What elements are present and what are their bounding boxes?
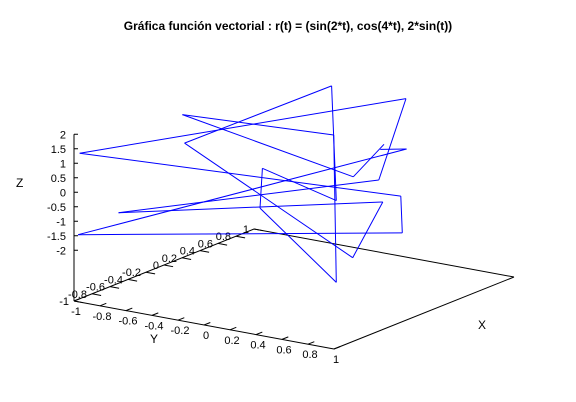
x-tick-mark [177,317,185,321]
z-tick-label: 0 [60,187,66,199]
x-tick-label: 1 [333,354,339,366]
y-tick-mark [73,300,84,304]
y-tick-label: 0.8 [216,231,231,243]
z-tick-label: -0.5 [47,202,66,214]
y-tick-label: 0.2 [162,253,177,265]
y-tick-mark [109,286,120,289]
x-axis-label: X [478,318,486,332]
curve-segment [184,142,353,259]
y-tick-label: -0.2 [122,267,141,279]
y-tick-mark [199,250,210,253]
x-tick-label: -0.4 [145,320,164,332]
curve-segment [262,167,337,202]
y-tick-mark [145,271,156,275]
base-plane-back-edges [73,228,515,302]
curve-segment [118,179,379,214]
x-tick-label: -0.8 [93,311,112,323]
curve-segment [118,201,383,214]
y-tick-label: -0.6 [86,282,105,294]
z-tick-label: -1.5 [47,231,66,243]
y-tick-mark [217,242,228,246]
y-tick-mark [91,293,102,296]
x-tick-mark [99,302,107,307]
curve-segment [400,196,403,233]
curve-segment [79,98,407,154]
y-tick-label: 1 [243,224,249,236]
z-axis-label: Z [16,176,23,190]
curve-segment [259,207,337,283]
z-tick-label: 1 [60,158,66,170]
axis-ticks: 21.510.50-0.5-1-1.5-2-1 -0.8 -0.6 -0.4 -0.2 0… [47,129,341,366]
curve-segment [352,201,384,258]
x-axis-line [333,276,515,350]
curve-segment [331,85,337,201]
y-tick-label: -0.8 [68,289,87,301]
x-tick-label: 0.2 [224,335,239,347]
series-curve [77,85,407,283]
y-tick-mark [235,235,246,239]
y-tick-label: -0.4 [104,274,123,286]
y-axis-label: Y [150,332,158,346]
z-tick-label: -2 [56,245,66,257]
chart-title: Gráfica función vectorial : r(t) = (sin(… [124,19,452,33]
y-tick-label: 0 [153,260,159,272]
curve-segment [352,143,385,178]
y-tick-mark [253,228,264,232]
z-tick-label: 2 [60,129,66,141]
x-tick-label: -1 [71,306,81,318]
x-tick-mark [229,326,237,331]
x-tick-mark [307,341,315,345]
x-tick-label: -0.6 [119,316,138,328]
y-tick-mark [127,278,138,282]
x-tick-mark [333,346,341,350]
x-tick-mark [255,331,263,336]
x-tick-label: 0.6 [276,344,291,356]
curve-segment [79,152,401,197]
y-tick-mark [163,264,174,268]
curve-segment [182,114,334,136]
x-tick-mark [73,298,81,302]
x-tick-label: 0.8 [302,349,317,361]
x-tick-label: 0.4 [250,340,265,352]
x-tick-mark [125,307,133,312]
y-tick-label: -1 [59,296,69,308]
x-tick-label: -0.2 [171,325,190,337]
y-tick-label: 0.4 [180,246,195,258]
x-tick-mark [281,336,289,340]
z-tick-label: -1 [56,216,66,228]
z-tick-label: 1.5 [51,144,66,156]
x-tick-label: 0 [203,330,209,342]
curve-segment [182,114,354,178]
y-tick-label: 0.6 [198,238,213,250]
curve-segment [184,85,332,144]
x-tick-mark [203,322,211,326]
z-tick-label: 0.5 [51,173,66,185]
curve-segment [78,232,403,236]
curve-segment [259,168,263,209]
curve-segment [378,98,407,181]
y-tick-mark [181,257,192,260]
curve-segment [77,148,407,236]
x-tick-mark [151,312,159,316]
